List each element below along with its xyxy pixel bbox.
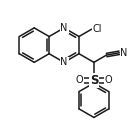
Text: O: O [104,75,112,85]
Text: S: S [90,74,98,87]
Text: N: N [60,57,68,67]
Text: N: N [60,23,68,33]
Text: N: N [120,48,128,58]
Text: Cl: Cl [92,24,102,34]
Text: O: O [76,75,83,85]
